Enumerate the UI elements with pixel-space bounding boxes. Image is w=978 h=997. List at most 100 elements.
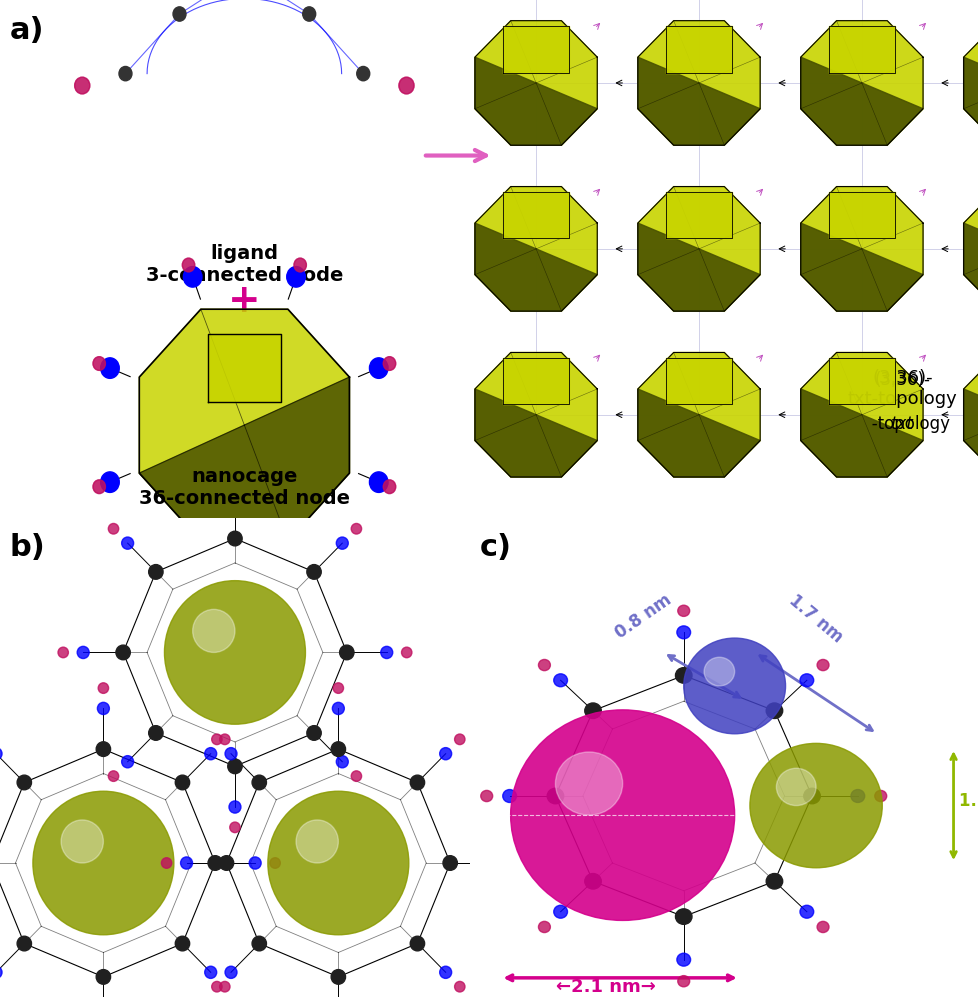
Circle shape	[676, 626, 689, 639]
Circle shape	[850, 790, 864, 803]
Circle shape	[356, 67, 370, 81]
Circle shape	[339, 645, 354, 660]
Circle shape	[101, 472, 119, 493]
Circle shape	[182, 578, 195, 592]
Polygon shape	[638, 389, 759, 477]
Circle shape	[93, 357, 106, 370]
Circle shape	[229, 492, 241, 503]
Polygon shape	[800, 57, 922, 146]
Circle shape	[703, 657, 734, 686]
Circle shape	[677, 605, 689, 616]
Circle shape	[333, 683, 343, 693]
Circle shape	[675, 909, 691, 924]
Circle shape	[398, 77, 414, 94]
Circle shape	[97, 702, 110, 715]
Circle shape	[799, 674, 813, 687]
Circle shape	[287, 266, 305, 287]
Circle shape	[817, 921, 828, 932]
Polygon shape	[139, 377, 349, 541]
Circle shape	[454, 981, 465, 992]
Circle shape	[295, 820, 338, 863]
Polygon shape	[828, 358, 894, 405]
Circle shape	[109, 771, 118, 782]
Circle shape	[230, 823, 240, 832]
Polygon shape	[962, 389, 978, 477]
Polygon shape	[503, 358, 568, 405]
Polygon shape	[503, 26, 568, 73]
Polygon shape	[962, 223, 978, 311]
Circle shape	[383, 357, 395, 370]
Circle shape	[676, 953, 689, 966]
Circle shape	[193, 609, 235, 652]
Circle shape	[293, 258, 306, 272]
Circle shape	[182, 258, 195, 272]
Circle shape	[270, 857, 280, 868]
Polygon shape	[800, 223, 922, 311]
Circle shape	[149, 564, 163, 579]
Polygon shape	[474, 223, 597, 311]
Circle shape	[229, 801, 241, 814]
Polygon shape	[665, 191, 732, 238]
Circle shape	[61, 820, 104, 863]
Circle shape	[538, 921, 550, 932]
Circle shape	[101, 358, 119, 378]
Circle shape	[683, 638, 784, 734]
Text: -topology: -topology	[855, 415, 949, 433]
Polygon shape	[474, 389, 597, 477]
Text: +: +	[228, 282, 260, 320]
Polygon shape	[962, 186, 978, 311]
Circle shape	[173, 7, 186, 21]
Circle shape	[0, 966, 2, 978]
Circle shape	[401, 647, 412, 658]
Circle shape	[817, 659, 828, 671]
Circle shape	[776, 769, 816, 806]
Text: a): a)	[10, 16, 44, 45]
Polygon shape	[800, 353, 922, 477]
Circle shape	[766, 873, 781, 889]
Polygon shape	[638, 57, 759, 146]
Circle shape	[251, 775, 266, 790]
Circle shape	[555, 752, 622, 816]
Circle shape	[511, 710, 734, 920]
Text: nanocage
36-connected node: nanocage 36-connected node	[139, 467, 349, 508]
Circle shape	[293, 578, 306, 592]
Circle shape	[211, 981, 222, 992]
Circle shape	[180, 856, 193, 869]
Circle shape	[331, 969, 345, 984]
Circle shape	[332, 702, 344, 715]
Text: (3,36)-
txt-topology: (3,36)- txt-topology	[847, 370, 956, 408]
Circle shape	[351, 771, 361, 782]
Circle shape	[77, 646, 89, 659]
Polygon shape	[638, 353, 759, 477]
Circle shape	[584, 703, 600, 719]
Circle shape	[204, 748, 216, 760]
Circle shape	[439, 748, 451, 760]
Polygon shape	[962, 21, 978, 146]
Circle shape	[93, 480, 106, 494]
Circle shape	[439, 966, 451, 978]
Circle shape	[351, 523, 361, 534]
Polygon shape	[962, 57, 978, 146]
Circle shape	[306, 726, 321, 741]
Circle shape	[302, 7, 315, 21]
Circle shape	[454, 734, 465, 745]
Circle shape	[331, 742, 345, 757]
Circle shape	[175, 775, 190, 790]
Circle shape	[183, 563, 201, 583]
Circle shape	[484, 856, 496, 869]
Circle shape	[874, 791, 886, 802]
Polygon shape	[665, 26, 732, 73]
Circle shape	[33, 792, 174, 935]
Circle shape	[584, 873, 600, 889]
Polygon shape	[474, 57, 597, 146]
Circle shape	[182, 578, 195, 592]
Circle shape	[369, 472, 387, 493]
Circle shape	[109, 523, 118, 534]
Circle shape	[410, 936, 424, 951]
Circle shape	[251, 936, 266, 951]
Circle shape	[175, 936, 190, 951]
Polygon shape	[638, 223, 759, 311]
Circle shape	[149, 726, 163, 741]
Polygon shape	[474, 186, 597, 311]
Circle shape	[268, 792, 409, 935]
